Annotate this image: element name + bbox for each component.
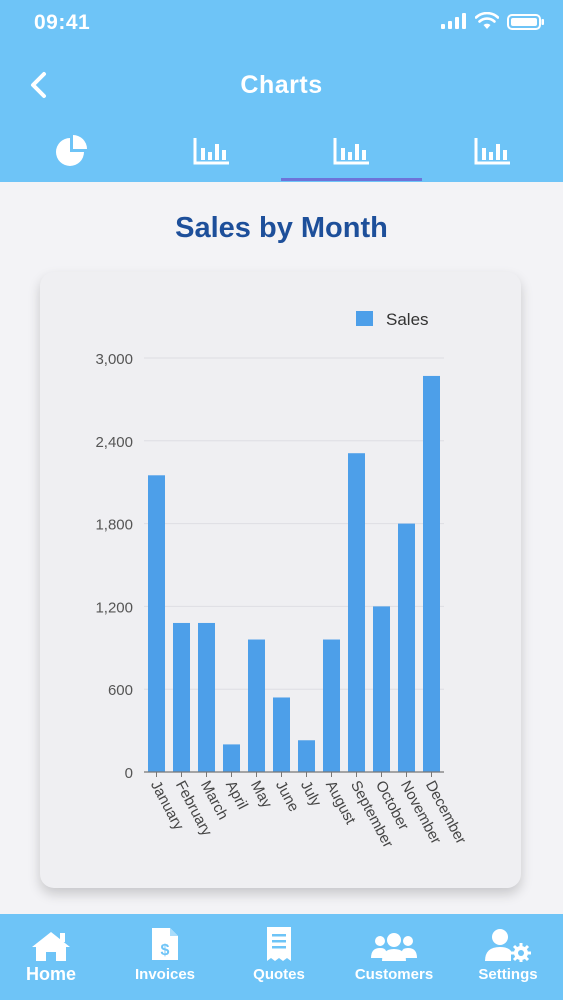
tab-bar-chart-3[interactable] (422, 122, 563, 180)
tab-bar-chart-2[interactable] (281, 122, 422, 180)
chart-card: 0 600 1,200 1,800 2,400 3,000 January February… (40, 272, 521, 888)
nav-settings-label: Settings (478, 966, 538, 983)
bar-chart-icon (474, 138, 510, 165)
nav-home[interactable]: Home (8, 914, 94, 1000)
nav-customers[interactable]: Customers (344, 914, 444, 1000)
selected-tab-indicator (281, 178, 422, 181)
bar-february[interactable] (173, 622, 190, 772)
invoice-icon: $ (152, 928, 178, 960)
nav-quotes[interactable]: Quotes (236, 914, 322, 1000)
bar-may[interactable] (248, 639, 265, 772)
nav-row: Charts (0, 60, 563, 110)
nav-home-label: Home (25, 964, 76, 984)
bar-march[interactable] (198, 622, 215, 772)
x-tick-label: May (247, 778, 276, 811)
y-tick-label: 1,800 (95, 517, 133, 534)
svg-text:$: $ (161, 942, 170, 959)
status-bar: 09:41 (0, 0, 563, 44)
y-tick-label: 2,400 (95, 434, 133, 451)
tab-bar-chart-1[interactable] (141, 122, 282, 180)
back-button[interactable] (24, 70, 54, 100)
chart-type-tabs (0, 122, 563, 180)
bar-january[interactable] (148, 475, 165, 772)
bar-august[interactable] (323, 639, 340, 772)
chart-title: Sales by Month (175, 212, 388, 244)
nav-quotes-label: Quotes (253, 966, 305, 983)
user-settings-icon (485, 929, 531, 962)
x-tick-label: June (272, 778, 302, 815)
nav-settings[interactable]: Settings (464, 914, 552, 1000)
bar-june[interactable] (273, 697, 290, 772)
nav-invoices-label: Invoices (134, 966, 196, 983)
cellular-signal-icon (441, 13, 467, 34)
chevron-left-icon (31, 72, 46, 98)
bar-october[interactable] (373, 606, 390, 772)
bar-december[interactable] (423, 375, 440, 772)
bottom-navigation: Home $ Invoices Quotes Customers (0, 914, 563, 1000)
status-time: 09:41 (34, 11, 91, 34)
home-icon (32, 932, 70, 961)
chart-legend: Sales (356, 310, 429, 329)
y-tick-label: 1,200 (95, 599, 133, 616)
users-icon (371, 933, 417, 961)
y-tick-label: 600 (108, 682, 133, 699)
bar-november[interactable] (398, 523, 415, 772)
page-title: Charts (240, 71, 323, 99)
top-app-bar: 09:41 Charts (0, 0, 563, 182)
tab-pie-chart[interactable] (0, 122, 141, 180)
bar-september[interactable] (348, 453, 365, 772)
receipt-icon (267, 927, 291, 961)
legend-label-sales: Sales (386, 310, 429, 329)
nav-invoices[interactable]: $ Invoices (122, 914, 208, 1000)
battery-icon (507, 14, 545, 35)
y-tick-label: 3,000 (95, 351, 133, 368)
nav-customers-label: Customers (354, 966, 434, 983)
wifi-icon (474, 11, 500, 35)
legend-swatch (356, 311, 373, 326)
bar-july[interactable] (298, 740, 315, 772)
bar-chart-icon (193, 138, 229, 165)
pie-chart-icon (55, 135, 87, 166)
bar-chart-icon (333, 138, 369, 165)
y-tick-label: 0 (125, 765, 133, 782)
bar-april[interactable] (223, 744, 240, 772)
